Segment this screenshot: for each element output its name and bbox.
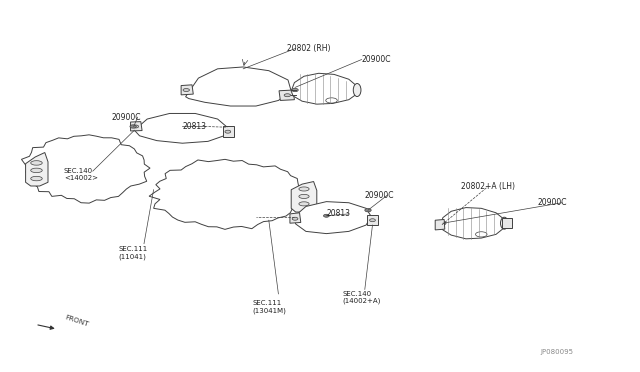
Ellipse shape: [225, 130, 230, 133]
Ellipse shape: [476, 232, 487, 237]
Text: 20900C: 20900C: [362, 55, 391, 64]
Ellipse shape: [326, 98, 337, 103]
Polygon shape: [149, 159, 305, 230]
Polygon shape: [134, 113, 227, 143]
Polygon shape: [291, 182, 317, 212]
Polygon shape: [367, 215, 378, 225]
Ellipse shape: [353, 83, 361, 96]
Polygon shape: [22, 135, 150, 203]
Text: 20900C: 20900C: [112, 113, 141, 122]
Polygon shape: [181, 85, 193, 95]
Polygon shape: [291, 73, 357, 104]
Ellipse shape: [133, 125, 139, 128]
Polygon shape: [294, 202, 371, 234]
Text: 20802+A (LH): 20802+A (LH): [461, 182, 515, 190]
Text: SEC.140
<14002>: SEC.140 <14002>: [64, 169, 98, 181]
Ellipse shape: [500, 217, 508, 229]
Text: SEC.111
(11041): SEC.111 (11041): [118, 246, 148, 260]
Text: SEC.140
(14002+A): SEC.140 (14002+A): [342, 291, 381, 304]
Text: 20813: 20813: [182, 122, 206, 131]
Ellipse shape: [370, 219, 375, 222]
Ellipse shape: [440, 221, 446, 225]
Ellipse shape: [299, 187, 309, 191]
Ellipse shape: [292, 89, 298, 92]
Ellipse shape: [284, 94, 291, 97]
Polygon shape: [440, 208, 504, 239]
Text: FRONT: FRONT: [64, 314, 89, 327]
Text: 20900C: 20900C: [538, 198, 567, 207]
Ellipse shape: [323, 214, 329, 217]
Text: JP080095: JP080095: [541, 349, 574, 355]
Polygon shape: [26, 153, 48, 186]
Ellipse shape: [183, 89, 189, 92]
Polygon shape: [186, 67, 291, 106]
Ellipse shape: [292, 217, 298, 220]
Polygon shape: [290, 213, 301, 223]
Ellipse shape: [31, 176, 42, 181]
Text: 20900C: 20900C: [365, 191, 394, 200]
Ellipse shape: [31, 168, 42, 173]
Text: 20813: 20813: [326, 209, 351, 218]
Ellipse shape: [299, 202, 309, 206]
Polygon shape: [131, 122, 142, 131]
Ellipse shape: [31, 161, 42, 165]
Polygon shape: [223, 126, 234, 137]
Ellipse shape: [130, 125, 136, 128]
Ellipse shape: [299, 194, 309, 198]
Ellipse shape: [365, 208, 371, 212]
Text: 20802 (RH): 20802 (RH): [287, 44, 330, 53]
Polygon shape: [435, 219, 445, 230]
Polygon shape: [279, 90, 294, 100]
Text: SEC.111
(13041M): SEC.111 (13041M): [253, 300, 287, 314]
Polygon shape: [502, 218, 512, 228]
